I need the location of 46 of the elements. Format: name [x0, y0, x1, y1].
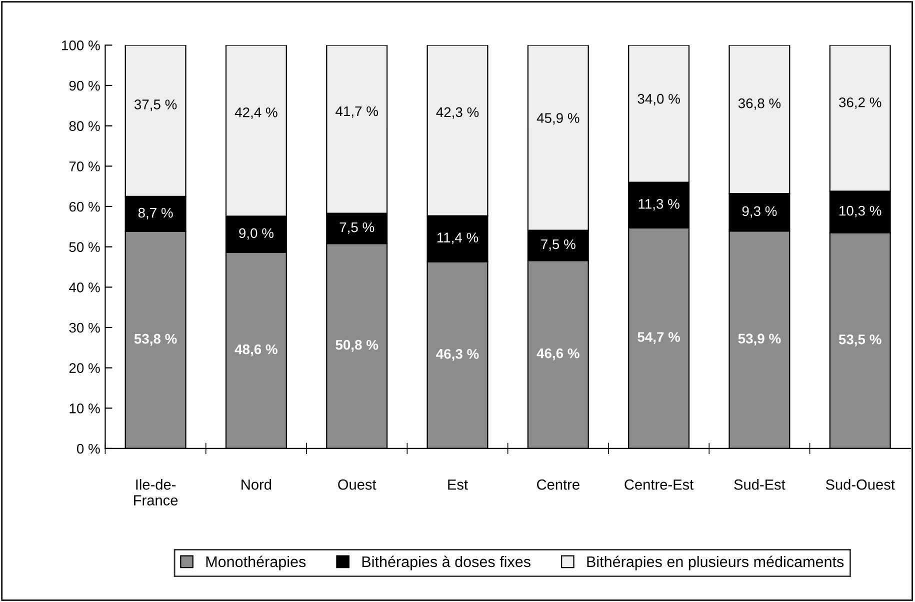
data-label: 53,5 % [838, 334, 882, 346]
data-label: 7,5 % [541, 239, 576, 251]
data-label: 10,3 % [840, 206, 882, 218]
data-label: 36,8 % [738, 98, 781, 110]
data-label: 54,7 % [638, 332, 680, 344]
data-label: 46,3 % [436, 349, 479, 361]
y-tick-label: 60 % [69, 202, 100, 212]
data-label: 53,9 % [738, 334, 781, 346]
x-tick-label: Centre-Est [624, 479, 694, 490]
data-label: 53,8 % [134, 334, 177, 346]
x-tick-label: Sud-Ouest [826, 479, 895, 490]
legend-label: Monothérapies [206, 556, 306, 570]
data-label: 46,6 % [536, 348, 580, 360]
y-tick-label: 100 % [62, 40, 100, 50]
x-tick-label: Centre [537, 479, 580, 490]
data-label: 34,0 % [638, 94, 680, 106]
legend-label: Bithérapies en plusieurs médicaments [587, 556, 844, 570]
x-tick-label: Nord [242, 479, 272, 490]
x-tick-label: Est [448, 480, 468, 490]
data-label: 48,6 % [234, 344, 278, 356]
data-label: 7,5 % [340, 222, 374, 234]
y-tick-label: 80 % [69, 121, 100, 131]
data-label: 11,3 % [638, 198, 680, 210]
y-tick-label: 10 % [70, 403, 100, 414]
x-tick-label: Sud-Est [734, 479, 786, 490]
data-label: 50,8 % [336, 340, 378, 352]
y-tick-label: 30 % [69, 322, 100, 333]
x-tick-label: Ile-de- France [134, 479, 178, 506]
data-label: 36,2 % [839, 97, 882, 109]
data-label: 41,7 % [336, 106, 378, 118]
legend-label: Bithérapies à doses fixes [362, 556, 530, 570]
data-label: 45,9 % [536, 113, 580, 125]
y-tick-label: 90 % [69, 80, 100, 91]
data-label: 37,5 % [134, 100, 177, 112]
y-tick-label: 40 % [69, 282, 100, 292]
data-label: 8,7 % [138, 208, 173, 220]
data-label: 42,3 % [436, 107, 479, 119]
data-label: 9,3 % [742, 206, 777, 218]
data-label: 11,4 % [437, 232, 478, 244]
y-tick-label: 70 % [69, 161, 100, 172]
y-tick-label: 50 % [69, 242, 100, 252]
y-tick-label: 20 % [69, 363, 100, 373]
data-label: 42,4 % [234, 107, 278, 119]
x-tick-label: Ouest [338, 479, 376, 490]
data-label: 9,0 % [239, 228, 274, 240]
y-tick-label: 0 % [76, 444, 100, 454]
